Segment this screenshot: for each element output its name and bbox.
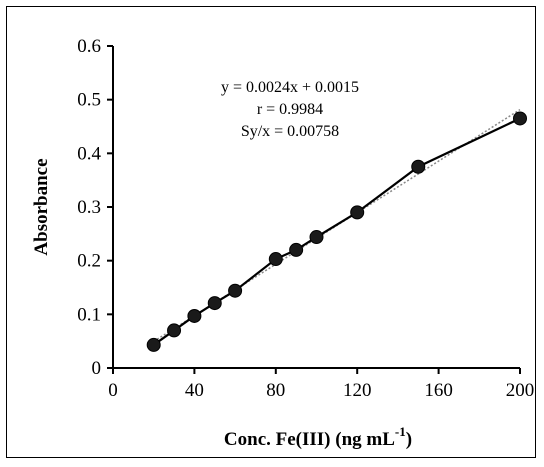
- x-axis-title-close: ): [406, 429, 412, 450]
- series-group: [146, 111, 527, 352]
- data-point: [513, 111, 527, 126]
- data-point: [207, 296, 222, 311]
- data-point: [268, 252, 283, 267]
- data-point: [411, 159, 426, 174]
- x-tick-label: 120: [343, 380, 372, 401]
- chart-frame: [6, 6, 536, 458]
- data-point: [146, 337, 161, 352]
- x-tick-label: 200: [506, 380, 535, 401]
- series-line: [153, 117, 521, 346]
- x-axis-title-main: Conc. Fe(III) (ng mL: [224, 429, 395, 450]
- x-tick-label: 160: [424, 380, 453, 401]
- x-axis-title-superscript: -1: [395, 424, 406, 439]
- ticks: 0 0.1 0.2 0.3 0.4 0.5 0.6 0 40 80 120 160 200: [77, 36, 534, 401]
- y-tick-label: 0.5: [77, 90, 101, 111]
- annotation-syx: Sy/x = 0.00758: [241, 123, 339, 140]
- annotation-equation: y = 0.0024x + 0.0015: [221, 79, 359, 96]
- annotation-block: y = 0.0024x + 0.0015 r = 0.9984 Sy/x = 0…: [221, 79, 359, 140]
- data-point: [228, 283, 243, 298]
- y-tick-label: 0: [92, 358, 102, 379]
- y-tick-label: 0.4: [77, 143, 101, 164]
- y-tick-label: 0.6: [77, 36, 101, 57]
- data-point: [289, 242, 304, 257]
- y-tick-label: 0.1: [77, 304, 101, 325]
- data-point: [167, 323, 182, 338]
- x-axis-title: Conc. Fe(III) (ng mL-1): [224, 424, 412, 450]
- x-tick-label: 40: [185, 380, 204, 401]
- data-point: [309, 230, 324, 245]
- y-axis-title: Absorbance: [31, 158, 52, 255]
- y-tick-label: 0.3: [77, 197, 101, 218]
- y-tick-label: 0.2: [77, 251, 101, 272]
- data-point: [350, 205, 365, 220]
- x-tick-label: 0: [108, 380, 118, 401]
- data-point: [187, 308, 202, 323]
- annotation-r: r = 0.9984: [257, 101, 323, 118]
- x-tick-label: 80: [266, 380, 285, 401]
